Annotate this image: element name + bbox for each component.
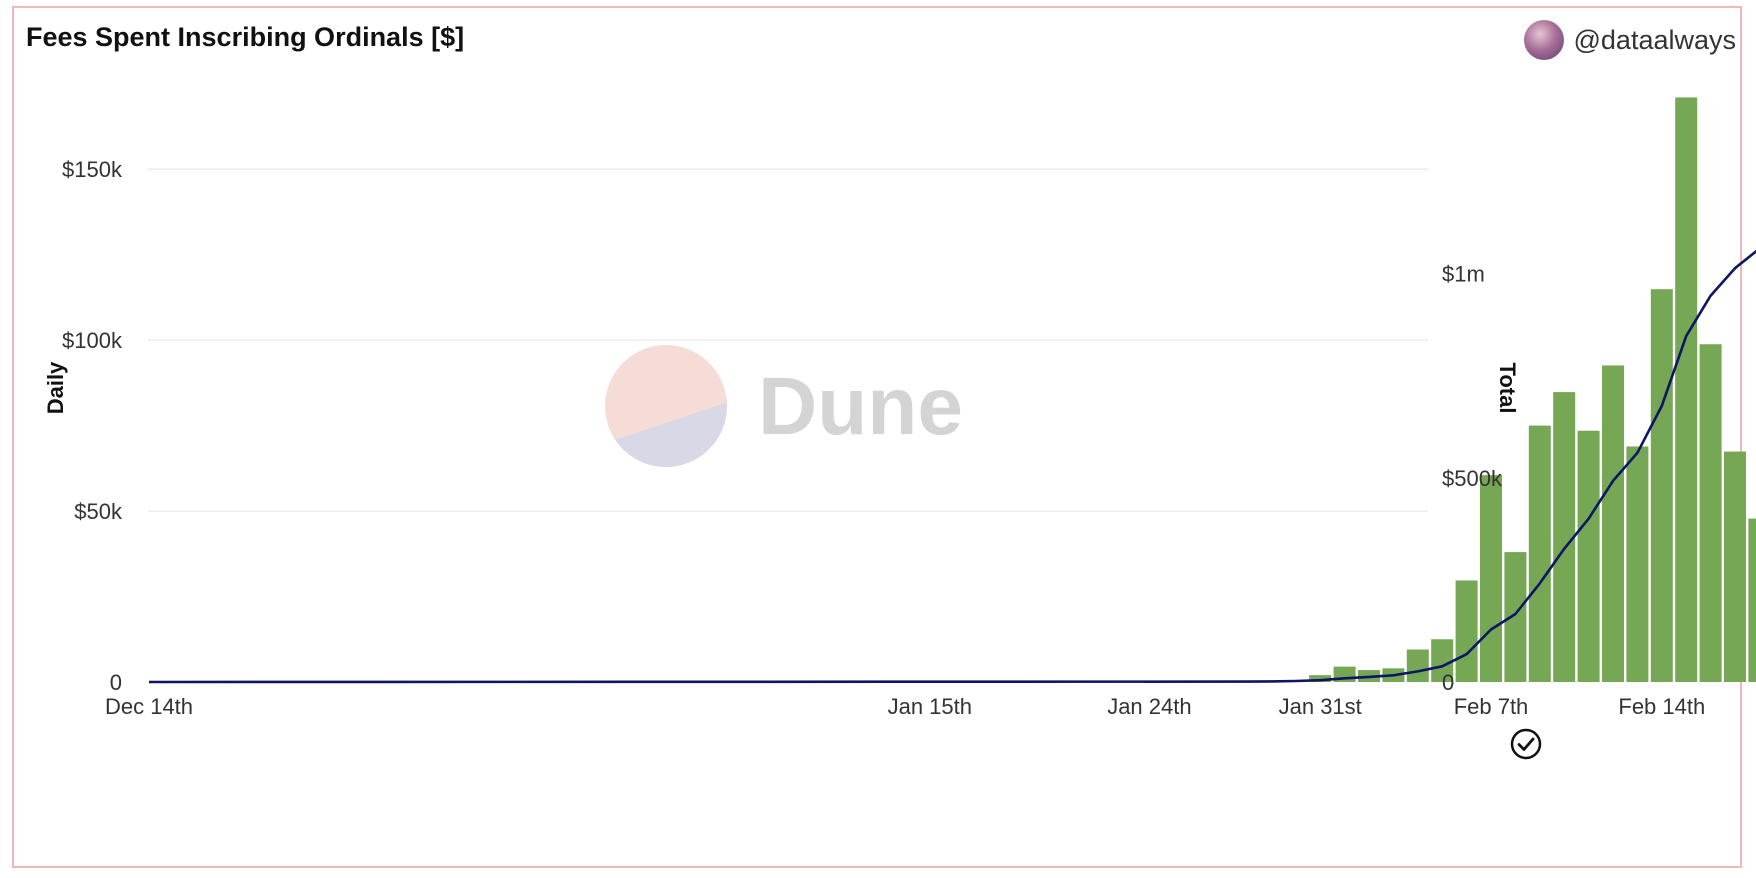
bar[interactable] <box>1724 451 1746 682</box>
total-line[interactable] <box>148 92 1756 684</box>
bar[interactable] <box>1626 446 1649 682</box>
x-tick-label: Dec 14th <box>105 694 193 719</box>
y-tick-label-left: $50k <box>74 499 123 524</box>
y-tick-label-left: $150k <box>62 157 123 182</box>
bar[interactable] <box>1553 392 1576 682</box>
author-badge[interactable]: @dataalways <box>1523 20 1737 60</box>
y-tick-label-right: 0 <box>1442 670 1454 695</box>
x-tick-label: Jan 31st <box>1279 694 1362 719</box>
bar[interactable] <box>1528 425 1551 682</box>
y-axis-title-right: Total <box>1495 363 1520 414</box>
verified-check-icon[interactable] <box>1510 728 1542 760</box>
x-tick-label: Feb 14th <box>1618 694 1705 719</box>
bar[interactable] <box>1748 518 1756 682</box>
bar[interactable] <box>1431 639 1454 682</box>
y-axis-title-left: Daily <box>43 361 68 414</box>
x-tick-label: Jan 15th <box>888 694 972 719</box>
bar[interactable] <box>1577 430 1600 682</box>
y-tick-label-left: $100k <box>62 328 123 353</box>
x-tick-label: Jan 24th <box>1107 694 1191 719</box>
x-tick-label: Feb 7th <box>1454 694 1529 719</box>
y-tick-label-left: 0 <box>110 670 122 695</box>
chart-title: Fees Spent Inscribing Ordinals [$] <box>26 22 465 52</box>
bar[interactable] <box>1504 552 1527 682</box>
bar[interactable] <box>1309 675 1332 682</box>
chart-frame <box>12 6 1742 868</box>
bar[interactable] <box>1699 344 1722 682</box>
bar[interactable] <box>1675 97 1698 683</box>
watermark-text: Dune <box>758 361 963 452</box>
bar[interactable] <box>1480 475 1502 682</box>
bar[interactable] <box>1602 365 1624 682</box>
bar[interactable] <box>1406 649 1429 682</box>
bar[interactable] <box>1455 580 1478 682</box>
y-tick-label-right: $1m <box>1442 262 1485 287</box>
dune-watermark: Dune <box>605 345 963 467</box>
bar[interactable] <box>1650 289 1673 682</box>
author-name: @dataalways <box>1573 24 1737 55</box>
y-tick-label-right: $500k <box>1442 466 1503 491</box>
author-avatar <box>1523 20 1564 60</box>
